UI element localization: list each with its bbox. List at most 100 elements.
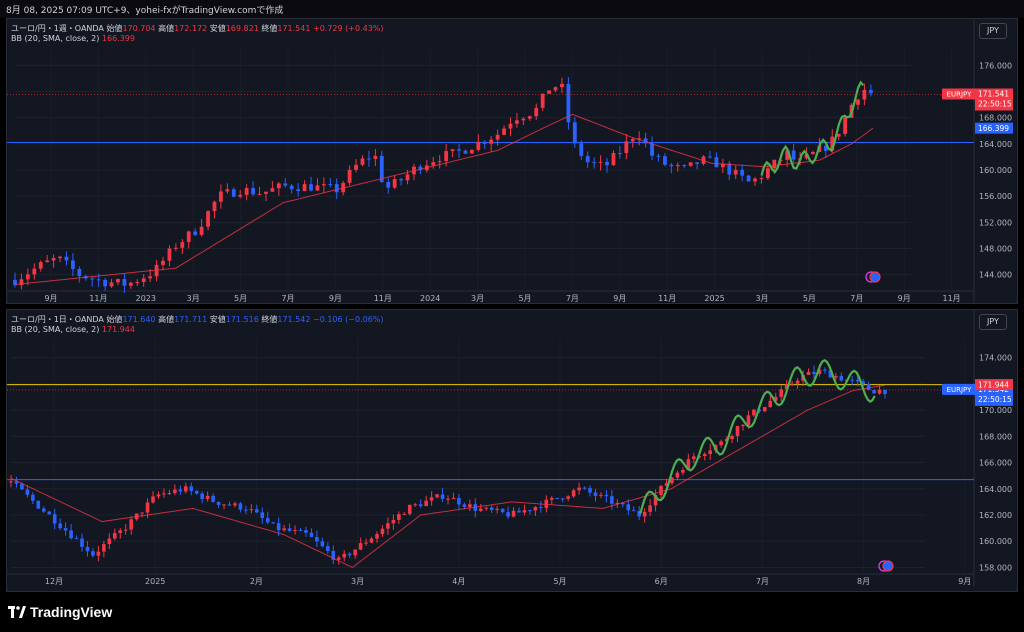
candle	[469, 149, 474, 154]
candle	[283, 183, 288, 186]
x-tick-label: 7月	[850, 294, 863, 303]
candle	[727, 163, 732, 175]
candle	[238, 194, 243, 197]
candle	[763, 407, 767, 412]
daily-chart-canvas[interactable]: 158.000 160.000 162.000 164.000 166.000 168.0…	[7, 310, 1019, 593]
candle	[298, 529, 303, 531]
candle	[222, 504, 226, 506]
candle	[862, 89, 867, 100]
currency-button[interactable]: JPY	[979, 23, 1007, 39]
candle	[585, 155, 590, 163]
candle	[336, 557, 341, 560]
candle	[167, 248, 172, 261]
candle	[765, 168, 770, 179]
candle	[25, 489, 30, 495]
bb-basis-line	[14, 113, 874, 285]
candle	[358, 543, 363, 550]
weekly-chart-pane[interactable]: 144.000 148.000 152.000 156.000 160.000 164.0…	[6, 18, 1018, 304]
candle	[38, 262, 43, 269]
y-tick-label: 176.000	[979, 61, 1012, 70]
x-tick-label: 5月	[803, 294, 816, 303]
bb-legend-value: 171.944	[101, 325, 135, 334]
candle	[746, 175, 751, 182]
candle	[91, 551, 95, 556]
candle	[664, 483, 669, 486]
weekly-chart-canvas[interactable]: 144.000 148.000 152.000 156.000 160.000 164.0…	[7, 19, 1019, 305]
y-tick-label: 148.000	[979, 244, 1012, 253]
candle	[25, 274, 30, 280]
candle	[571, 490, 576, 497]
candle	[741, 424, 745, 427]
candle	[58, 523, 62, 529]
candle	[642, 511, 647, 517]
candle	[599, 494, 603, 496]
candle	[360, 158, 365, 165]
legend-high: 172.172	[174, 24, 208, 33]
legend-low-label: 安値	[209, 315, 226, 324]
candle	[154, 264, 159, 277]
candle	[547, 90, 552, 94]
weekly-legend: ユーロ/円・1週・OANDA 始値170.704 高値172.172 安値169…	[11, 23, 384, 34]
candle	[544, 499, 549, 508]
candle	[834, 375, 838, 378]
tradingview-logo[interactable]: TradingView	[8, 604, 112, 620]
candle	[96, 551, 101, 556]
candle	[446, 498, 450, 500]
candle	[112, 532, 117, 539]
tradingview-logo-icon	[8, 605, 26, 618]
daily-legend: ユーロ/円・1日・OANDA 始値171.640 高値171.711 安値171…	[11, 314, 384, 325]
x-tick-label: 5月	[553, 577, 566, 586]
x-tick-label: 2024	[420, 294, 440, 303]
legend-open: 170.704	[122, 24, 156, 33]
x-tick-label: 4月	[452, 577, 465, 586]
candle	[36, 500, 41, 509]
candle	[194, 491, 199, 494]
candle	[85, 546, 90, 552]
candle	[495, 508, 499, 510]
candle	[212, 201, 217, 212]
candle	[244, 188, 249, 195]
candle	[77, 268, 82, 276]
y-tick-label: 166.000	[979, 459, 1012, 468]
candle	[540, 93, 545, 108]
candle	[293, 529, 297, 531]
candle	[380, 528, 385, 535]
candle	[624, 141, 629, 154]
candle	[379, 155, 384, 182]
legend-symbol: ユーロ/円・1日・OANDA	[11, 315, 104, 324]
candle	[193, 231, 198, 235]
legend-low-label: 安値	[209, 24, 226, 33]
daily-chart-pane[interactable]: 158.000 160.000 162.000 164.000 166.000 168.0…	[6, 309, 1018, 592]
candle	[702, 454, 707, 457]
candle	[759, 178, 764, 180]
candle	[367, 158, 371, 160]
candle	[122, 279, 127, 286]
candle	[440, 494, 445, 499]
candle	[386, 181, 391, 188]
candle	[199, 226, 204, 235]
candle	[328, 184, 333, 186]
y-tick-label: 160.000	[979, 166, 1012, 175]
candle	[553, 87, 558, 91]
x-tick-label: 11月	[658, 294, 676, 303]
candle	[200, 493, 204, 500]
candle	[249, 509, 254, 511]
candle	[206, 211, 210, 227]
x-tick-label: 5月	[234, 294, 247, 303]
candle	[353, 549, 357, 556]
candle	[276, 183, 281, 189]
candle	[527, 116, 532, 119]
candle	[251, 188, 255, 195]
countdown-text: 22:50:15	[978, 395, 1012, 404]
candle	[615, 502, 620, 504]
candle	[653, 494, 658, 506]
candle	[347, 169, 352, 183]
candle	[650, 143, 654, 156]
candle	[342, 553, 347, 558]
x-tick-label: 2023	[136, 294, 156, 303]
candle	[630, 139, 635, 142]
candle	[309, 532, 314, 538]
candle	[90, 278, 95, 280]
currency-button[interactable]: JPY	[979, 314, 1007, 330]
candle	[850, 379, 855, 381]
